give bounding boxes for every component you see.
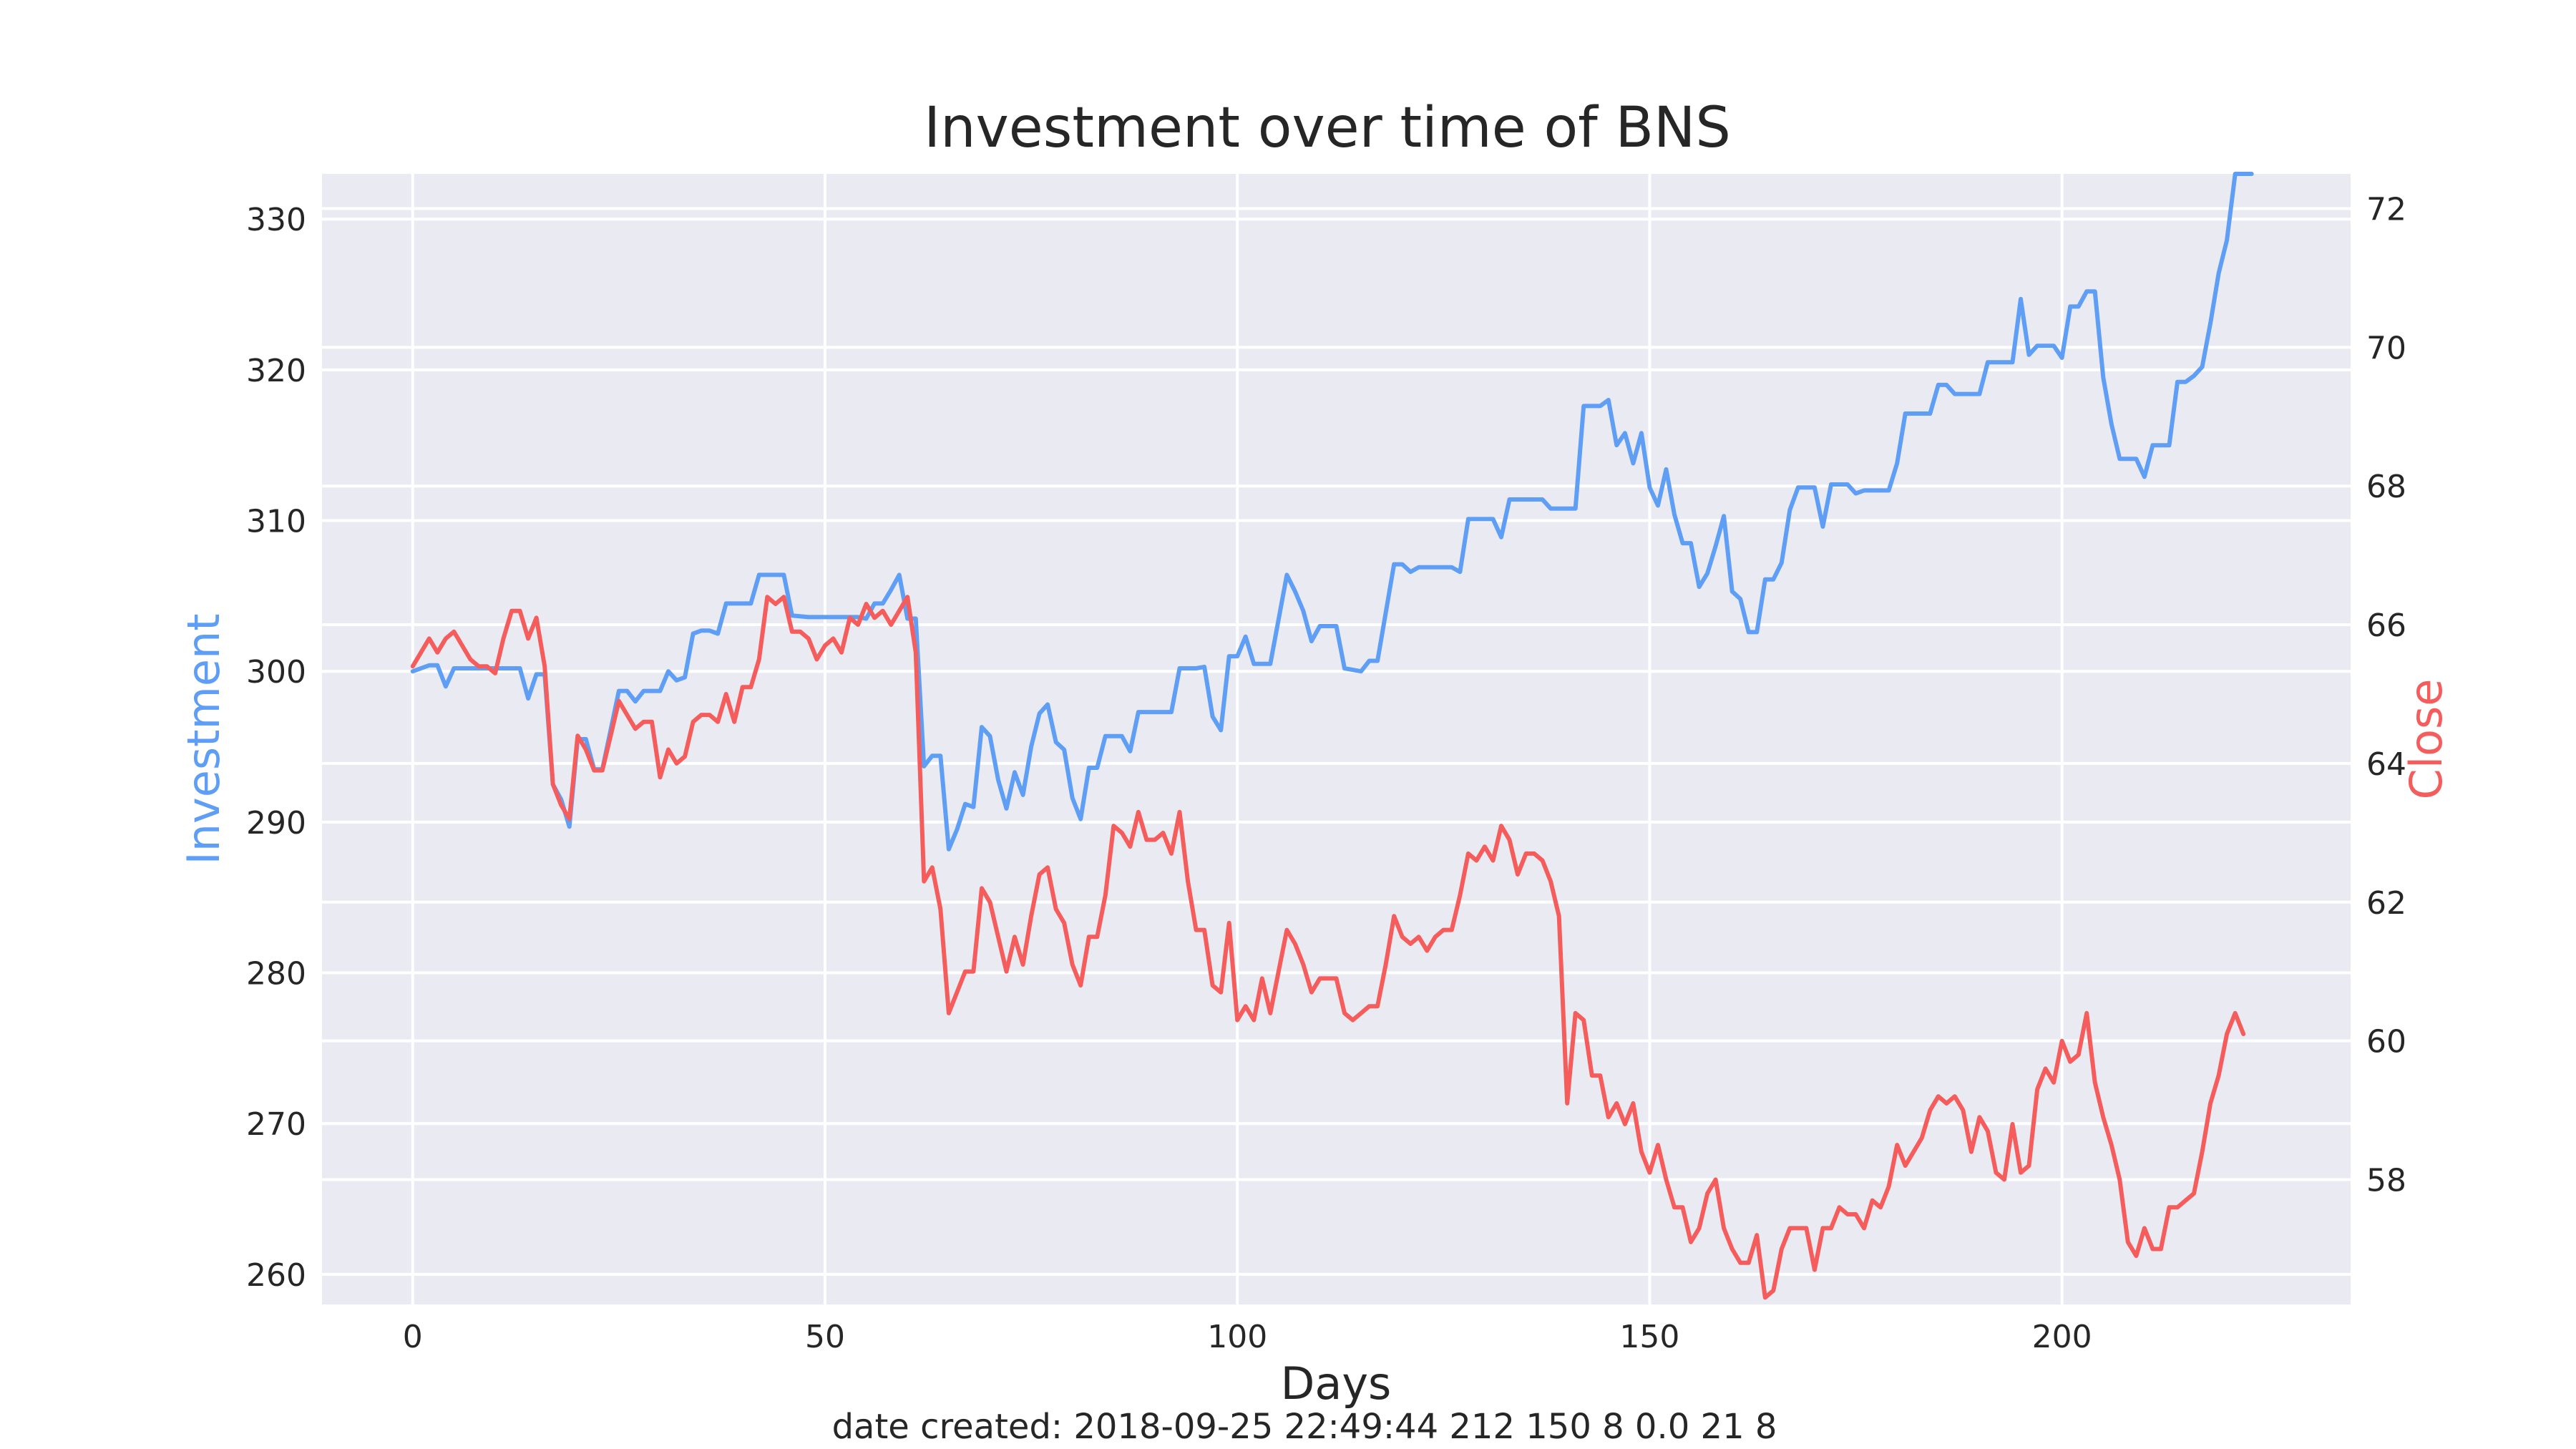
x-tick-label: 100 bbox=[1207, 1319, 1267, 1355]
y-axis-label-right: Close bbox=[2400, 679, 2452, 800]
y-tick-label-right: 72 bbox=[2366, 191, 2406, 228]
x-axis-label: Days bbox=[1281, 1357, 1392, 1410]
y-tick-label-right: 66 bbox=[2366, 608, 2406, 644]
y-tick-label-left: 270 bbox=[246, 1106, 306, 1143]
y-tick-label-left: 290 bbox=[246, 805, 306, 841]
y-tick-label-left: 300 bbox=[246, 654, 306, 691]
x-tick-label: 0 bbox=[403, 1319, 423, 1355]
y-tick-label-right: 62 bbox=[2366, 885, 2406, 922]
x-tick-label: 200 bbox=[2032, 1319, 2092, 1355]
y-tick-label-right: 68 bbox=[2366, 469, 2406, 505]
x-tick-label: 150 bbox=[1619, 1319, 1679, 1355]
x-tick-label: 50 bbox=[805, 1319, 845, 1355]
footer-caption: date created: 2018-09-25 22:49:44 212 15… bbox=[832, 1407, 1777, 1447]
y-tick-label-left: 280 bbox=[246, 956, 306, 992]
y-tick-label-right: 58 bbox=[2366, 1163, 2406, 1199]
y-tick-label-left: 320 bbox=[246, 353, 306, 389]
y-tick-label-right: 70 bbox=[2366, 330, 2406, 366]
y-tick-label-left: 310 bbox=[246, 504, 306, 540]
y-tick-label-left: 330 bbox=[246, 202, 306, 238]
chart-title: Investment over time of BNS bbox=[924, 96, 1731, 160]
y-tick-label-left: 260 bbox=[246, 1257, 306, 1294]
y-axis-label-left: Investment bbox=[177, 613, 230, 864]
y-tick-label-right: 60 bbox=[2366, 1024, 2406, 1060]
plot-background bbox=[322, 174, 2351, 1304]
